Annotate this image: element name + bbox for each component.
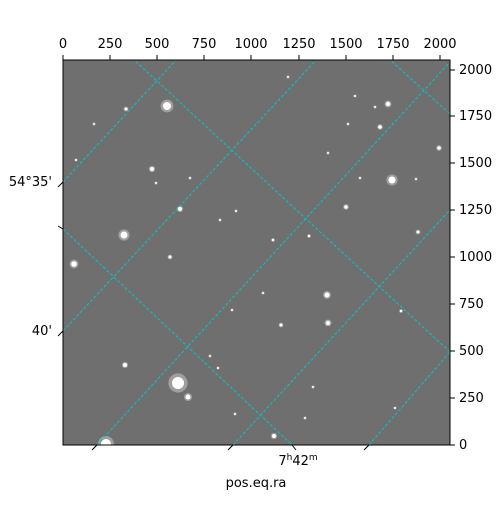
star — [155, 182, 157, 184]
bottom-ra-axis: 7h42m pos.eq.ra — [91, 444, 370, 491]
star — [120, 231, 128, 239]
star — [272, 434, 276, 438]
star — [150, 167, 154, 171]
right-tick-label: 1750 — [459, 109, 492, 124]
star — [279, 323, 283, 327]
right-tick-label: 0 — [459, 438, 467, 453]
grid-line — [232, 209, 450, 445]
ra-label-7h42m: 7h42m — [278, 453, 317, 469]
bottom-ra-tick — [291, 444, 297, 451]
dec-label-40: 40' — [32, 324, 52, 339]
star — [234, 413, 236, 415]
star — [217, 367, 219, 369]
top-tick-label: 500 — [145, 37, 170, 52]
top-tick-label: 750 — [192, 37, 217, 52]
top-tick-label: 1250 — [282, 37, 315, 52]
grid-line — [63, 60, 177, 183]
star — [189, 177, 191, 179]
top-tick-label: 2000 — [423, 37, 456, 52]
bottom-ra-tick — [363, 444, 370, 451]
star — [71, 261, 77, 267]
star — [325, 320, 331, 326]
dec-label-54-35: 54°35' — [9, 175, 52, 190]
star — [307, 234, 311, 238]
stars-layer — [69, 75, 442, 445]
right-tick-label: 250 — [459, 391, 484, 406]
grid-line — [368, 351, 450, 445]
star — [123, 363, 127, 367]
star — [124, 107, 128, 111]
star — [359, 177, 361, 179]
star — [178, 207, 182, 211]
coordinate-grid — [63, 60, 450, 445]
right-tick-label: 1000 — [459, 250, 492, 265]
grid-line — [133, 60, 450, 353]
right-tick-label: 1500 — [459, 156, 492, 171]
star — [388, 176, 396, 184]
star — [385, 101, 391, 107]
star — [163, 102, 171, 110]
sky-image-background — [63, 60, 450, 445]
star — [374, 106, 376, 108]
star — [262, 292, 264, 294]
left-dec-tick — [57, 330, 64, 337]
star — [101, 439, 111, 445]
star — [93, 123, 95, 125]
star — [75, 159, 77, 161]
grid-line — [389, 60, 450, 115]
top-tick-label: 0 — [59, 37, 67, 52]
star — [437, 146, 441, 150]
right-tick-label: 750 — [459, 297, 484, 312]
left-dec-tick — [57, 225, 64, 230]
grid-line — [63, 60, 317, 332]
star — [378, 125, 382, 129]
right-pixel-axis: 0 250 500 750 1000 1250 1500 1750 2000 — [450, 63, 492, 453]
star — [304, 417, 306, 419]
star — [415, 178, 417, 180]
star — [209, 355, 211, 357]
star — [354, 95, 356, 97]
star — [287, 76, 289, 78]
left-dec-axis: 54°35' 40' — [9, 175, 64, 339]
grid-line — [96, 61, 450, 445]
x-axis-label: pos.eq.ra — [226, 476, 287, 491]
star — [185, 394, 191, 400]
star — [416, 230, 420, 234]
right-tick-label: 1250 — [459, 203, 492, 218]
star — [231, 309, 233, 311]
top-tick-label: 1000 — [234, 37, 267, 52]
bottom-ra-tick — [91, 444, 98, 451]
star — [235, 210, 237, 212]
star — [172, 377, 184, 389]
star — [324, 292, 330, 298]
star — [219, 219, 221, 221]
top-tick-label: 1750 — [376, 37, 409, 52]
top-pixel-axis: 0 250 500 750 1000 1250 1500 1750 2000 — [59, 37, 457, 60]
right-tick-label: 2000 — [459, 63, 492, 78]
grid-line — [63, 228, 293, 445]
star — [399, 309, 403, 313]
star — [394, 407, 396, 409]
star — [327, 152, 329, 154]
star — [168, 255, 172, 259]
bottom-ra-tick — [227, 444, 234, 451]
star — [312, 386, 314, 388]
top-tick-label: 1500 — [329, 37, 362, 52]
plot-frame — [62, 59, 451, 446]
star — [271, 238, 275, 242]
left-dec-tick — [57, 181, 64, 188]
star — [344, 205, 348, 209]
right-tick-label: 500 — [459, 344, 484, 359]
top-tick-label: 250 — [98, 37, 123, 52]
star — [347, 123, 349, 125]
